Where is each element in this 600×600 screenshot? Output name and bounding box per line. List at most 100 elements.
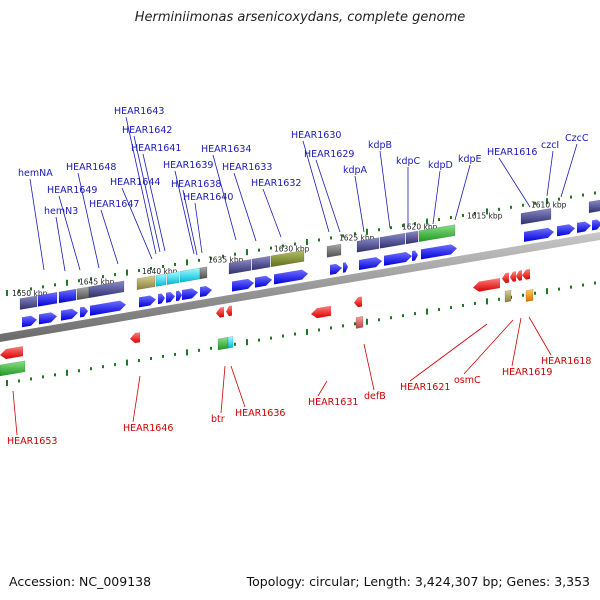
minor-tick <box>138 269 140 273</box>
kbp-tick-label: 1645 kbp <box>79 278 115 287</box>
minor-tick <box>270 336 272 340</box>
label-leader-line <box>133 135 161 253</box>
label-leader-line <box>511 317 522 367</box>
major-tick <box>426 308 428 315</box>
forward-gene-label: kdpA <box>343 165 368 176</box>
kbp-tick-label: 1625 kbp <box>339 233 375 242</box>
label-leader-line <box>132 375 141 423</box>
label-leader-line <box>121 187 153 260</box>
label-leader-line <box>142 153 166 252</box>
forward-gene-block <box>270 250 305 268</box>
forward-gene-block <box>356 237 380 253</box>
minor-tick <box>390 316 392 320</box>
minor-tick <box>174 352 176 356</box>
genome-backbone <box>0 232 600 342</box>
minor-tick <box>174 262 176 266</box>
forward-gene-label: HEAR1640 <box>183 192 233 203</box>
minor-tick <box>582 283 584 287</box>
reverse-gene-label: HEAR1618 <box>541 356 591 367</box>
forward-gene-block <box>520 208 552 225</box>
label-leader-line <box>409 323 488 382</box>
minor-tick <box>90 367 92 371</box>
forward-gene-arrow <box>384 251 412 266</box>
forward-gene-arrow <box>274 269 308 285</box>
forward-gene-arrow <box>90 300 126 316</box>
minor-tick <box>42 285 44 289</box>
major-tick <box>6 289 8 296</box>
label-leader-line <box>379 150 391 229</box>
minor-tick <box>258 338 260 342</box>
forward-gene-label: czcI <box>541 140 559 151</box>
forward-gene-arrow <box>158 293 165 305</box>
forward-gene-label: HEAR1643 <box>114 106 164 117</box>
label-leader-line <box>546 150 554 197</box>
label-leader-line <box>262 188 282 238</box>
major-tick <box>66 369 68 376</box>
forward-gene-arrow <box>421 244 457 260</box>
forward-gene-block <box>405 230 419 245</box>
kbp-tick-label: 1610 kbp <box>531 201 567 210</box>
minor-tick <box>234 342 236 346</box>
forward-gene-block <box>228 259 252 275</box>
kbp-tick-label: 1635 kbp <box>208 256 244 265</box>
minor-tick <box>390 226 392 230</box>
minor-tick <box>438 308 440 312</box>
minor-tick <box>102 275 104 279</box>
major-tick <box>186 349 188 356</box>
forward-gene-arrow <box>359 257 382 270</box>
major-tick <box>246 339 248 346</box>
reverse-gene-block <box>217 336 229 351</box>
reverse-gene-label: HEAR1621 <box>400 382 450 393</box>
minor-tick <box>162 264 164 268</box>
minor-tick <box>594 191 596 195</box>
forward-gene-block <box>155 273 167 287</box>
forward-gene-arrow <box>80 306 88 318</box>
label-leader-line <box>194 202 203 254</box>
minor-tick <box>474 301 476 305</box>
forward-gene-arrow <box>200 285 212 297</box>
forward-gene-label: hemNA <box>18 168 53 179</box>
major-tick <box>546 288 548 295</box>
forward-gene-label: kdpC <box>396 156 421 167</box>
major-tick <box>126 269 128 276</box>
forward-gene-arrow <box>255 275 272 288</box>
minor-tick <box>294 242 296 246</box>
minor-tick <box>318 238 320 242</box>
topology-text: Topology: circular; Length: 3,424,307 bp… <box>246 574 590 589</box>
minor-tick <box>402 224 404 228</box>
label-leader-line <box>12 390 18 436</box>
reverse-gene-arrow <box>311 305 331 319</box>
label-leader-line <box>363 343 375 391</box>
minor-tick <box>78 279 80 283</box>
minor-tick <box>102 365 104 369</box>
reverse-gene-block <box>355 315 364 329</box>
reverse-gene-label: HEAR1619 <box>502 367 552 378</box>
kbp-tick-label: 1615 kbp <box>467 212 503 221</box>
forward-gene-block <box>136 275 156 291</box>
forward-gene-block <box>88 280 125 299</box>
forward-gene-label: HEAR1648 <box>66 162 116 173</box>
minor-tick <box>582 193 584 197</box>
accession-text: Accession: NC_009138 <box>9 574 152 589</box>
forward-gene-label: HEAR1629 <box>304 149 354 160</box>
label-leader-line <box>77 172 100 269</box>
minor-tick <box>222 254 224 258</box>
forward-gene-label: HEAR1649 <box>47 185 97 196</box>
forward-gene-block <box>379 232 406 249</box>
reverse-gene-block <box>227 336 234 349</box>
kbp-tick-label: 1640 kbp <box>142 267 178 276</box>
forward-gene-label: HEAR1647 <box>89 199 139 210</box>
minor-tick <box>294 332 296 336</box>
forward-gene-label: HEAR1632 <box>251 178 301 189</box>
forward-gene-label: CzcC <box>565 133 589 144</box>
forward-gene-label: kdpE <box>458 154 482 165</box>
forward-gene-label: HEAR1638 <box>171 179 221 190</box>
minor-tick <box>234 252 236 256</box>
forward-gene-label: kdpB <box>368 140 392 151</box>
minor-tick <box>282 334 284 338</box>
forward-gene-block <box>588 199 600 214</box>
minor-tick <box>558 287 560 291</box>
minor-tick <box>114 363 116 367</box>
forward-gene-arrow <box>139 295 156 308</box>
